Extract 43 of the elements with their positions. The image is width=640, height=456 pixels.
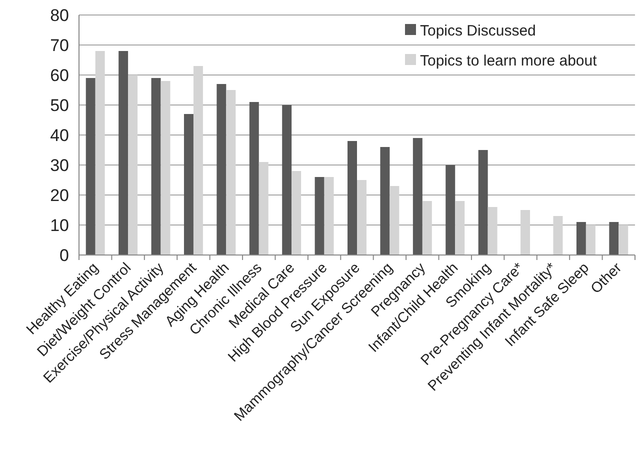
bar	[412, 138, 422, 255]
bar	[446, 165, 456, 255]
bar	[160, 81, 170, 255]
bar	[86, 78, 96, 255]
bar	[282, 105, 292, 255]
bar	[488, 207, 498, 255]
bar	[128, 75, 138, 255]
bar	[390, 186, 400, 255]
bar	[357, 180, 366, 255]
bar	[216, 84, 226, 255]
y-tick-label: 80	[50, 6, 69, 25]
y-tick-label: 0	[60, 246, 69, 265]
y-tick-label: 20	[50, 186, 69, 205]
y-tick-label: 70	[50, 36, 69, 55]
bar	[586, 225, 596, 255]
y-tick-label: 50	[50, 96, 69, 115]
y-tick-label: 30	[50, 156, 69, 175]
bar	[520, 210, 530, 255]
y-tick-label: 40	[50, 126, 69, 145]
bar	[576, 222, 586, 255]
bar	[380, 147, 390, 255]
legend-label: Topics to learn more about	[420, 52, 598, 70]
bar	[478, 150, 488, 255]
bar	[249, 102, 259, 255]
bar	[95, 51, 105, 255]
y-tick-label: 60	[50, 66, 69, 85]
bar	[184, 114, 194, 255]
bar	[553, 216, 563, 255]
y-tick-label: 10	[50, 216, 69, 235]
legend-label: Topics Discussed	[420, 22, 536, 40]
bar	[314, 177, 324, 255]
bar	[422, 201, 432, 255]
bar	[258, 162, 268, 255]
bar	[193, 66, 203, 255]
bar	[455, 201, 465, 255]
bar	[324, 177, 334, 255]
bar	[292, 171, 302, 255]
bar	[151, 78, 161, 255]
bar	[118, 51, 128, 255]
bar	[348, 141, 357, 255]
bar	[226, 90, 236, 255]
bar	[609, 222, 619, 255]
bar	[618, 225, 628, 255]
